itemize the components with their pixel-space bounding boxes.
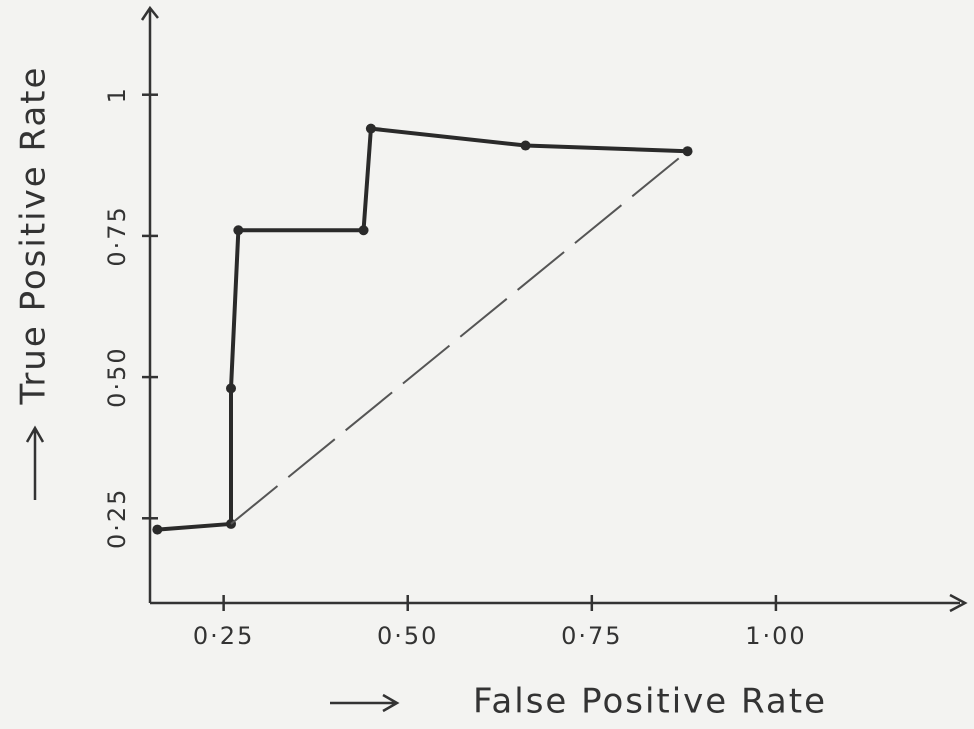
- point: [366, 124, 376, 134]
- x-tick-label: 0·25: [193, 622, 254, 650]
- y-axis-label: True Positive Rate: [14, 66, 54, 406]
- point: [152, 525, 162, 535]
- y-tick-label: 0·75: [103, 205, 131, 266]
- y-tick-label: 0·25: [103, 488, 131, 549]
- x-tick-label: 1·00: [745, 622, 806, 650]
- y-tick-label: 0·50: [103, 346, 131, 407]
- point: [226, 383, 236, 393]
- y-tick-label: 1: [103, 86, 131, 103]
- paper: [0, 0, 974, 729]
- point: [683, 146, 693, 156]
- point: [359, 225, 369, 235]
- x-axis-label: False Positive Rate: [473, 682, 827, 722]
- point: [521, 141, 531, 151]
- point: [233, 225, 243, 235]
- x-tick-label: 0·50: [377, 622, 438, 650]
- chart: False Positive Rate True Positive Rate 0…: [0, 0, 974, 729]
- x-tick-label: 0·75: [561, 622, 622, 650]
